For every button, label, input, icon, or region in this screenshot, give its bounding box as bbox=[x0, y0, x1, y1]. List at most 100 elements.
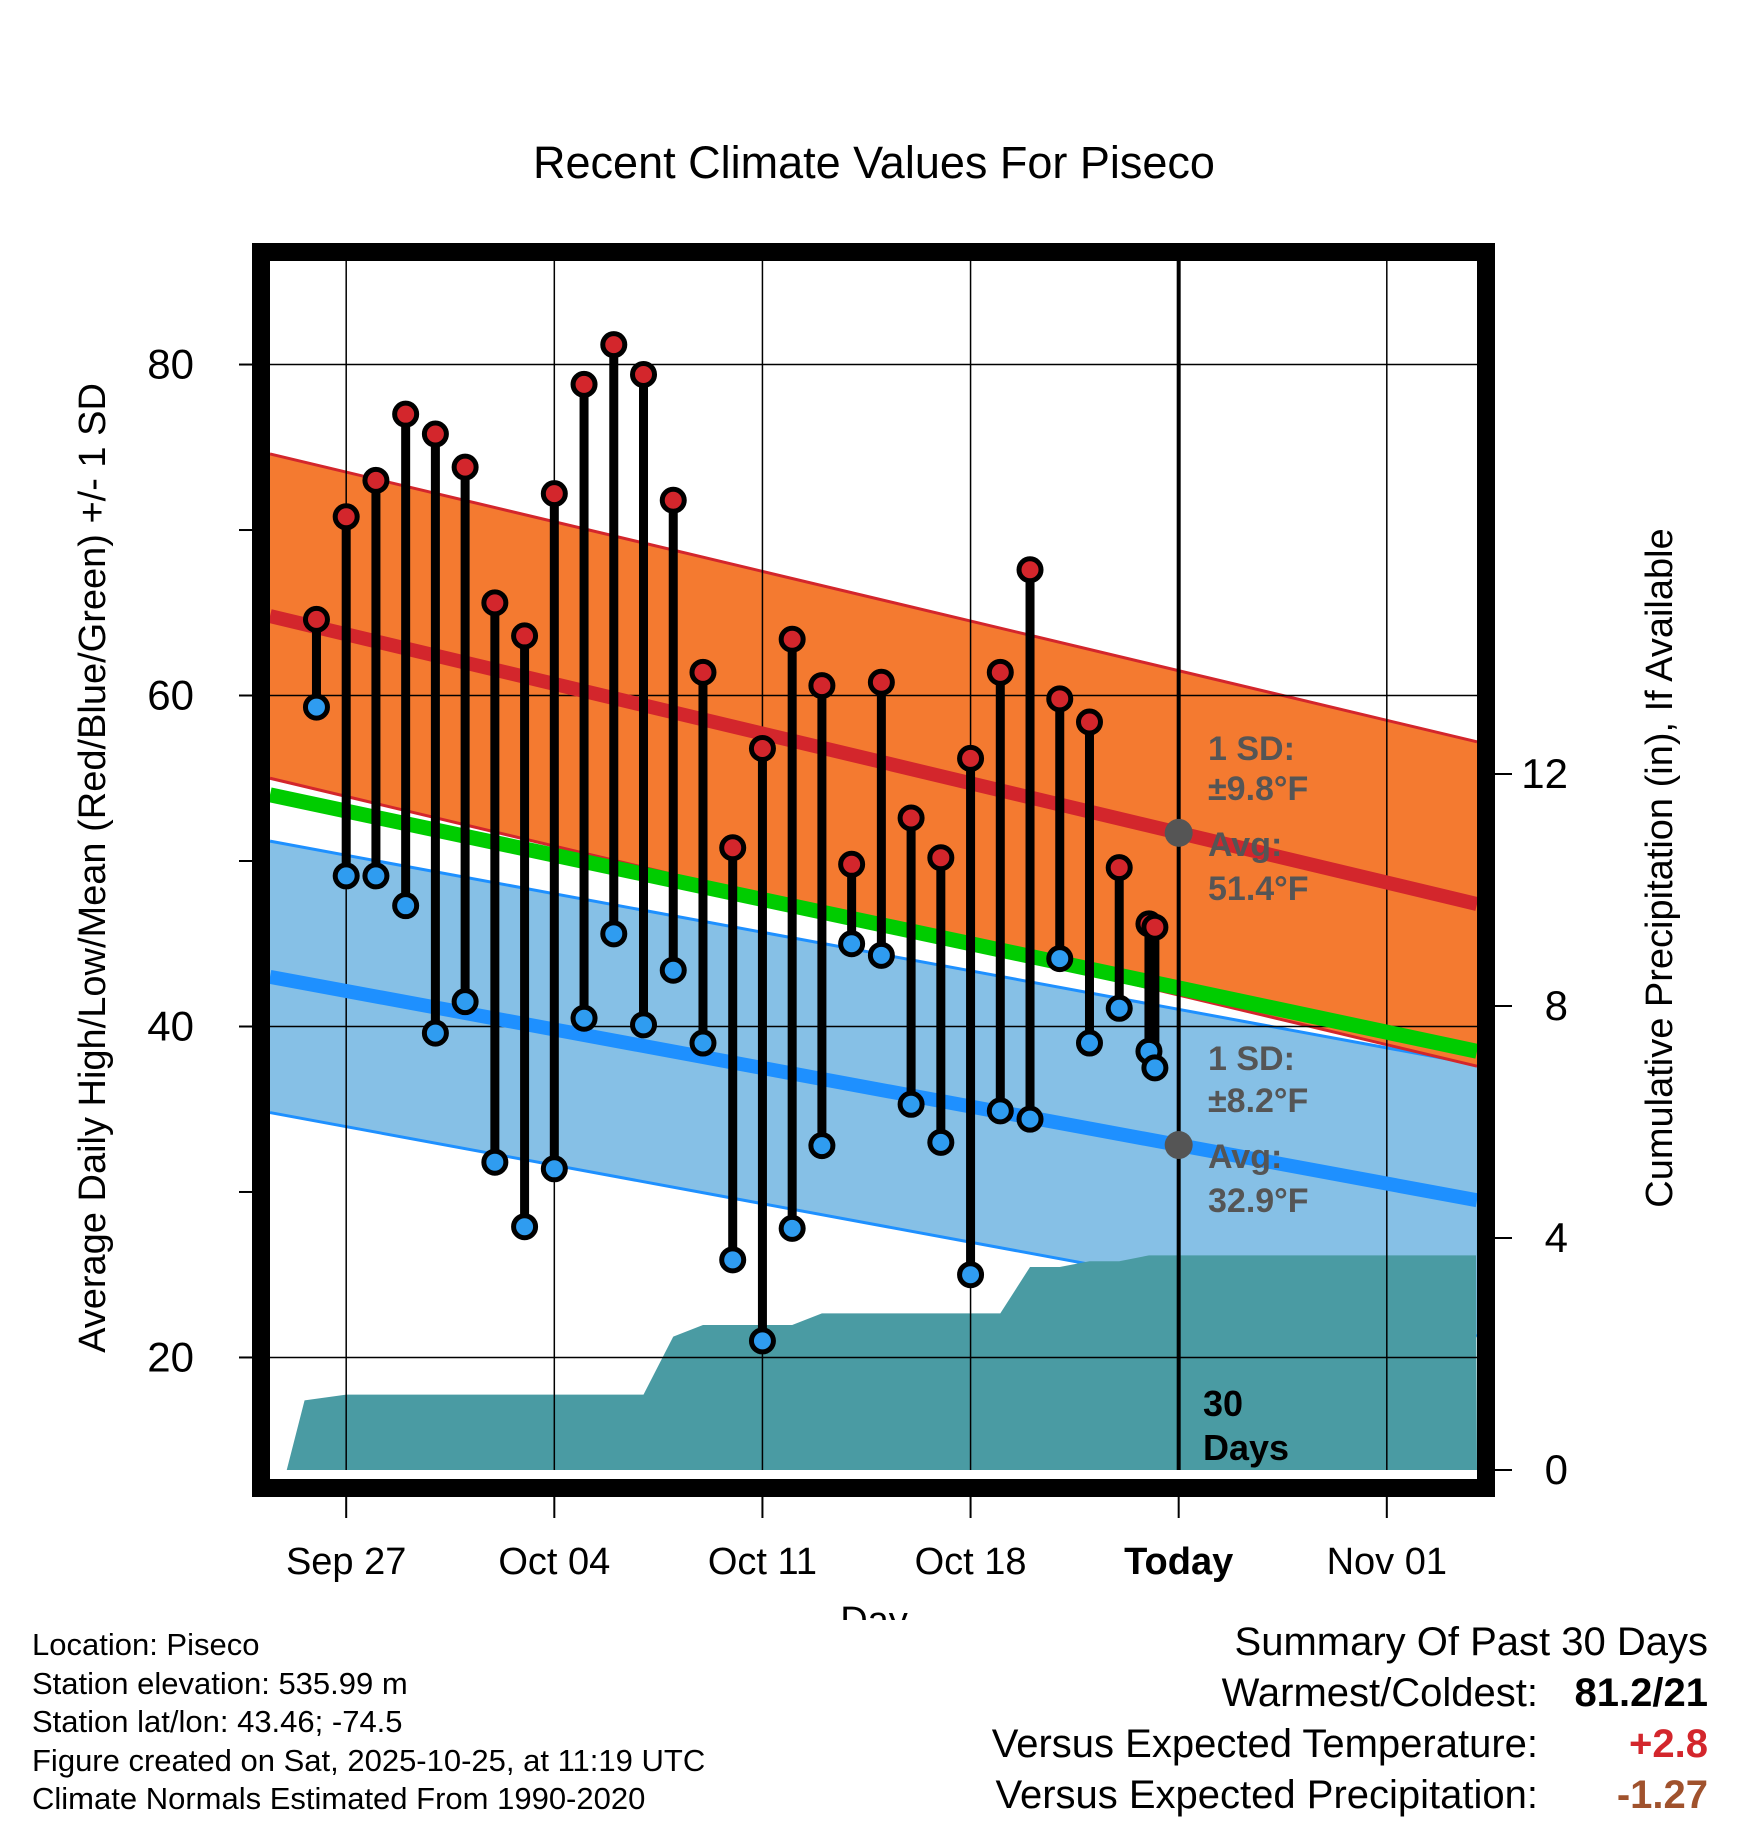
low-point bbox=[451, 988, 479, 1016]
low-point bbox=[957, 1261, 985, 1289]
high-point bbox=[421, 420, 449, 448]
y-axis-label-right: Cumulative Precipitation (in), If Availa… bbox=[1639, 528, 1681, 1207]
high-point bbox=[392, 400, 420, 428]
low-point bbox=[778, 1214, 806, 1242]
high-point bbox=[451, 453, 479, 481]
days-word: Days bbox=[1203, 1427, 1289, 1468]
low-avg-marker bbox=[1164, 1131, 1193, 1160]
high-point bbox=[302, 605, 330, 633]
low-point bbox=[392, 892, 420, 920]
low-point bbox=[540, 1155, 568, 1183]
low-point bbox=[1016, 1105, 1044, 1133]
high-point bbox=[778, 625, 806, 653]
precip-area bbox=[286, 1255, 1478, 1470]
summary-title: Summary Of Past 30 Days bbox=[1234, 1620, 1708, 1664]
low-point bbox=[511, 1213, 539, 1241]
high-sd-value: ±9.8°F bbox=[1208, 770, 1308, 808]
precip-row: Versus Expected Precipitation: -1.27 bbox=[808, 1773, 1708, 1824]
high-point bbox=[481, 589, 509, 617]
precip-label: Versus Expected Precipitation: bbox=[995, 1773, 1538, 1817]
latlon-text: Station lat/lon: 43.46; -74.5 bbox=[32, 1704, 403, 1739]
created-text: Figure created on Sat, 2025-10-25, at 11… bbox=[32, 1742, 706, 1778]
high-avg-label: Avg: bbox=[1208, 826, 1282, 864]
normal-low-line bbox=[268, 969, 1479, 1208]
y-tick-label-left: 40 bbox=[147, 1002, 194, 1049]
high-point bbox=[362, 466, 390, 494]
temp-value: +2.8 bbox=[1629, 1722, 1708, 1766]
x-tick-label: Oct 11 bbox=[708, 1541, 817, 1583]
low-point bbox=[897, 1090, 925, 1118]
normal-mean-line bbox=[268, 787, 1479, 1059]
high-point bbox=[1075, 708, 1103, 736]
low-point bbox=[927, 1128, 955, 1156]
high-point bbox=[897, 804, 925, 832]
high-point bbox=[659, 486, 687, 514]
high-point bbox=[719, 834, 747, 862]
low-sd-label: 1 SD: bbox=[1208, 1040, 1295, 1078]
high-band-upper-edge bbox=[269, 452, 1478, 744]
x-axis-label: Day bbox=[840, 1600, 908, 1620]
low-point bbox=[659, 956, 687, 984]
summary-panel: Summary Of Past 30 Days Warmest/Coldest:… bbox=[808, 1620, 1708, 1824]
y-tick-label-right: 4 bbox=[1545, 1214, 1568, 1261]
x-tick-label: Nov 01 bbox=[1327, 1541, 1447, 1583]
precip-value: -1.27 bbox=[1616, 1773, 1708, 1817]
y-tick-label-right: 0 bbox=[1545, 1446, 1568, 1493]
normal-high-line bbox=[268, 609, 1479, 911]
high-point bbox=[1105, 854, 1133, 882]
high-avg-marker bbox=[1164, 818, 1193, 847]
low-sd-value: ±8.2°F bbox=[1208, 1082, 1308, 1120]
low-point bbox=[421, 1019, 449, 1047]
low-point bbox=[481, 1148, 509, 1176]
high-point bbox=[1046, 685, 1074, 713]
high-point bbox=[808, 672, 836, 700]
y-tick-label-right: 8 bbox=[1545, 982, 1568, 1029]
low-point bbox=[302, 693, 330, 721]
temp-row: Versus Expected Temperature: +2.8 bbox=[808, 1722, 1708, 1773]
warm-cold-value: 81.2/21 bbox=[1574, 1671, 1708, 1715]
low-point bbox=[630, 1011, 658, 1039]
high-point bbox=[1016, 556, 1044, 584]
x-tick-label: Oct 18 bbox=[915, 1541, 1027, 1583]
warm-cold-label: Warmest/Coldest: bbox=[1221, 1671, 1538, 1715]
low-point bbox=[570, 1004, 598, 1032]
low-point bbox=[600, 920, 628, 948]
plot-frame bbox=[252, 243, 1495, 1497]
x-tick-label: Today bbox=[1124, 1541, 1233, 1583]
high-point bbox=[511, 622, 539, 650]
low-point bbox=[986, 1097, 1014, 1125]
high-point bbox=[540, 480, 568, 508]
high-point bbox=[332, 503, 360, 531]
high-point bbox=[867, 668, 895, 696]
low-point bbox=[748, 1327, 776, 1355]
high-point bbox=[748, 734, 776, 762]
low-point bbox=[362, 862, 390, 890]
low-point bbox=[1075, 1029, 1103, 1057]
high-point bbox=[630, 360, 658, 388]
x-tick-label: Oct 04 bbox=[498, 1541, 610, 1583]
y-tick-label-right: 12 bbox=[1521, 750, 1568, 797]
climate-chart: Recent Climate Values For Piseco 1 SD: ±9… bbox=[72, 137, 1681, 1620]
normals-text: Climate Normals Estimated From 1990-2020 bbox=[32, 1781, 646, 1816]
low-point bbox=[719, 1246, 747, 1274]
high-avg-value: 51.4°F bbox=[1208, 870, 1309, 908]
warm-cold-row: Warmest/Coldest: 81.2/21 bbox=[808, 1671, 1708, 1722]
high-point bbox=[927, 844, 955, 872]
low-point bbox=[1141, 1054, 1169, 1082]
high-point bbox=[838, 850, 866, 878]
low-point bbox=[1046, 945, 1074, 973]
low-point bbox=[689, 1029, 717, 1057]
low-point bbox=[867, 941, 895, 969]
elevation-text: Station elevation: 535.99 m bbox=[32, 1665, 408, 1701]
x-tick-label: Sep 27 bbox=[286, 1541, 406, 1583]
temp-label: Versus Expected Temperature: bbox=[991, 1722, 1538, 1766]
y-tick-label-left: 60 bbox=[147, 672, 194, 719]
low-avg-value: 32.9°F bbox=[1208, 1182, 1309, 1220]
location-text: Location: Piseco bbox=[32, 1627, 260, 1662]
y-tick-label-left: 80 bbox=[147, 341, 194, 388]
high-point bbox=[1141, 913, 1169, 941]
chart-title: Recent Climate Values For Piseco bbox=[533, 137, 1215, 188]
station-info: Location: Piseco Station elevation: 535.… bbox=[32, 1626, 705, 1819]
low-avg-label: Avg: bbox=[1208, 1138, 1282, 1176]
